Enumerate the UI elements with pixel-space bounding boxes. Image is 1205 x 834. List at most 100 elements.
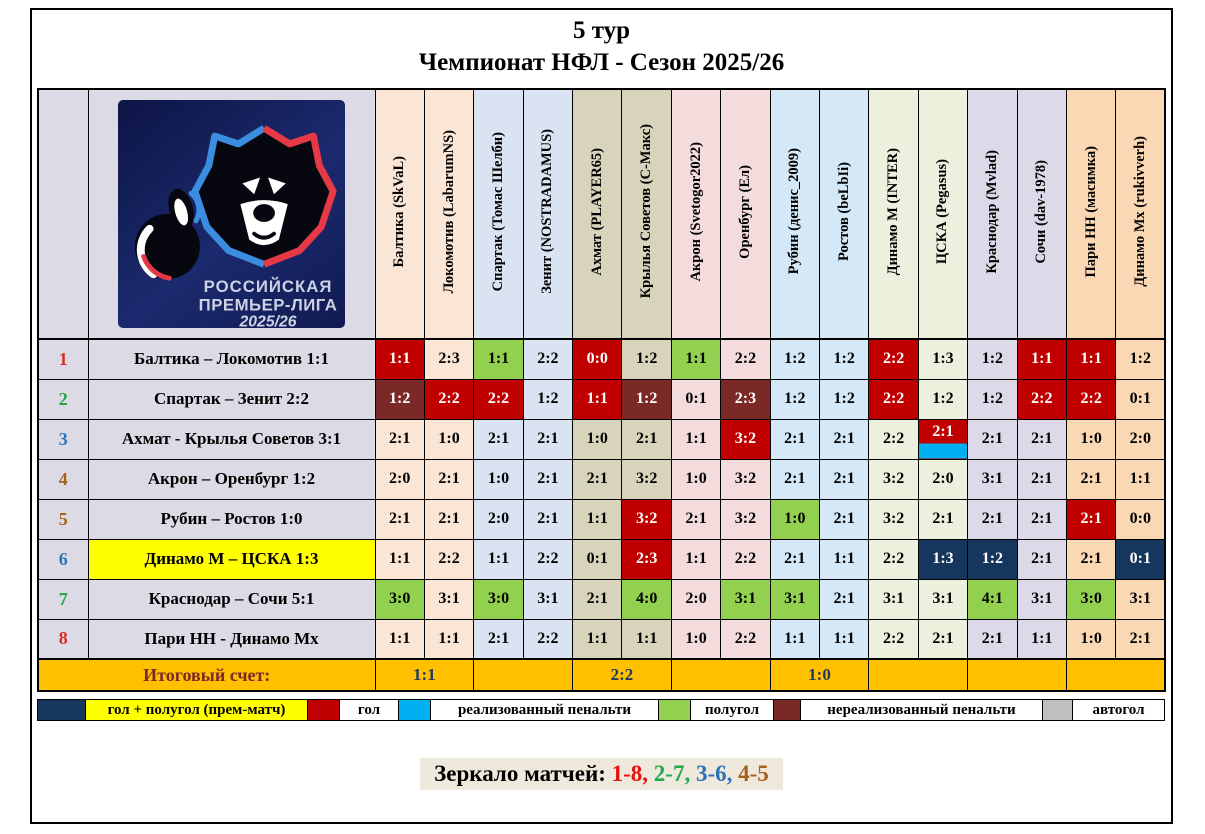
score-cell: 4:1 xyxy=(967,578,1018,620)
score-cell: 2:0 xyxy=(1115,418,1166,460)
score-cell: 3:2 xyxy=(720,458,771,500)
match-number: 5 xyxy=(37,498,89,540)
score-cell: 2:2 xyxy=(720,338,771,380)
predictor-column-header: Краснодар (Mvlad) xyxy=(967,88,1018,340)
total-score-value xyxy=(967,658,1067,692)
predictor-column-label: Пари НН (масимка) xyxy=(1082,145,1099,278)
predictor-column-label: Ростов (beLbIi) xyxy=(835,161,852,262)
bear-head xyxy=(194,128,334,265)
score-cell: 2:1 xyxy=(967,618,1018,660)
score-cell: 1:2 xyxy=(819,378,870,420)
score-cell: 1:1 xyxy=(670,418,722,460)
score-cell: 2:1 xyxy=(522,498,574,540)
match-label: Ахмат - Крылья Советов 3:1 xyxy=(87,418,376,460)
logo-line3: 2025/26 xyxy=(238,314,296,328)
score-cell: 2:1 xyxy=(769,418,821,460)
score-cell: 0:1 xyxy=(670,378,722,420)
predictor-column-header: Спартак (Томас Шелби) xyxy=(473,88,524,340)
score-cell: 3:1 xyxy=(769,578,821,620)
score-cell: 3:1 xyxy=(917,578,969,620)
match-label: Динамо М – ЦСКА 1:3 xyxy=(87,538,376,580)
score-cell: 3:1 xyxy=(423,578,475,620)
score-cell: 2:0 xyxy=(473,498,524,540)
match-row: 3 Ахмат - Крылья Советов 3:1 2:1 1:0 2:1 2:1 1… xyxy=(37,418,1166,460)
legend-label: полугол xyxy=(690,699,774,721)
legend-label: гол + полугол (прем-матч) xyxy=(85,699,308,721)
score-cell: 1:0 xyxy=(670,458,722,500)
total-score-row: Итоговый счет: 1:1 2:2 1:0 xyxy=(37,658,1166,692)
bear-logo-graphic: РОССИЙСКАЯ ПРЕМЬЕР-ЛИГА 2025/26 xyxy=(134,125,337,328)
total-score-value: 1:1 xyxy=(374,658,475,692)
score-cell: 2:2 xyxy=(868,378,919,420)
score-cell: 3:1 xyxy=(720,578,771,620)
score-cell: 2:1 xyxy=(473,418,524,460)
score-cell: 3:0 xyxy=(374,578,425,620)
legend-swatch xyxy=(307,699,340,721)
score-cell: 1:1 xyxy=(572,378,623,420)
score-cell: 1:1 xyxy=(1115,458,1166,500)
score-cell: 2:3 xyxy=(621,538,672,580)
predictor-column-header: Динамо Мх (rukivverh) xyxy=(1115,88,1166,340)
match-number: 7 xyxy=(37,578,89,620)
round-title: 5 тур xyxy=(572,17,631,44)
predictor-column-header: Пари НН (масимка) xyxy=(1065,88,1117,340)
total-score-value xyxy=(868,658,969,692)
score-cell: 2:2 xyxy=(868,418,919,460)
predictor-column-label: Балтика (SkVaL) xyxy=(391,155,408,268)
score-cell: 1:2 xyxy=(374,378,425,420)
match-number: 2 xyxy=(37,378,89,420)
score-cell: 2:1 xyxy=(522,418,574,460)
score-cell: 2:1 xyxy=(917,418,969,460)
score-cell: 2:1 xyxy=(917,618,969,660)
score-cell: 2:0 xyxy=(917,458,969,500)
score-cell: 3:2 xyxy=(868,498,919,540)
score-cell: 2:1 xyxy=(769,458,821,500)
score-cell: 1:1 xyxy=(819,618,870,660)
score-cell: 1:1 xyxy=(1016,338,1067,380)
match-number: 1 xyxy=(37,338,89,380)
score-cell: 2:1 xyxy=(621,418,672,460)
predictor-column-label: Акрон (Svetogor2022) xyxy=(687,141,704,282)
index-column-header xyxy=(37,88,89,340)
score-cell: 3:2 xyxy=(720,498,771,540)
predictor-column-header: Рубин (денис_2009) xyxy=(769,88,821,340)
match-label: Спартак – Зенит 2:2 xyxy=(87,378,376,420)
score-cell: 1:1 xyxy=(374,538,425,580)
thumb-inner xyxy=(174,198,189,226)
predictor-column-header: Динамо М (INTER) xyxy=(868,88,919,340)
score-cell: 2:1 xyxy=(1065,538,1117,580)
predictor-column-label: Зенит (NOSTRADAMUS) xyxy=(539,129,556,294)
score-cell: 3:0 xyxy=(1065,578,1117,620)
score-cell: 3:0 xyxy=(473,578,524,620)
score-cell: 1:1 xyxy=(769,618,821,660)
score-cell: 1:1 xyxy=(374,618,425,660)
predictor-column-label: Сочи (dav-1978) xyxy=(1033,159,1050,264)
score-cell: 2:1 xyxy=(917,498,969,540)
score-cell: 2:1 xyxy=(819,578,870,620)
score-cell: 2:1 xyxy=(1016,538,1067,580)
bear-outline-red xyxy=(262,125,337,268)
score-cell: 1:1 xyxy=(670,538,722,580)
predictor-column-label: Краснодар (Mvlad) xyxy=(983,149,1000,274)
legend-swatch xyxy=(658,699,691,721)
score-cell: 1:2 xyxy=(1115,338,1166,380)
score-cell: 2:2 xyxy=(423,378,475,420)
match-label: Пари НН - Динамо Мх xyxy=(87,618,376,660)
score-cell: 2:1 xyxy=(423,498,475,540)
bear-muzzle xyxy=(240,200,288,246)
legend-label: гол xyxy=(339,699,399,721)
score-cell: 1:2 xyxy=(522,378,574,420)
score-cell: 2:2 xyxy=(720,538,771,580)
total-score-value xyxy=(1065,658,1166,692)
match-label: Балтика – Локомотив 1:1 xyxy=(87,338,376,380)
score-cell: 1:1 xyxy=(473,538,524,580)
logo-line1: РОССИЙСКАЯ xyxy=(204,277,333,296)
score-cell: 2:2 xyxy=(1016,378,1067,420)
score-cell: 2:3 xyxy=(423,338,475,380)
score-cell: 1:2 xyxy=(967,338,1018,380)
score-cell: 2:2 xyxy=(522,618,574,660)
score-cell: 1:1 xyxy=(1016,618,1067,660)
score-cell: 1:2 xyxy=(967,378,1018,420)
score-cell: 2:1 xyxy=(967,418,1018,460)
score-cell: 1:1 xyxy=(572,618,623,660)
